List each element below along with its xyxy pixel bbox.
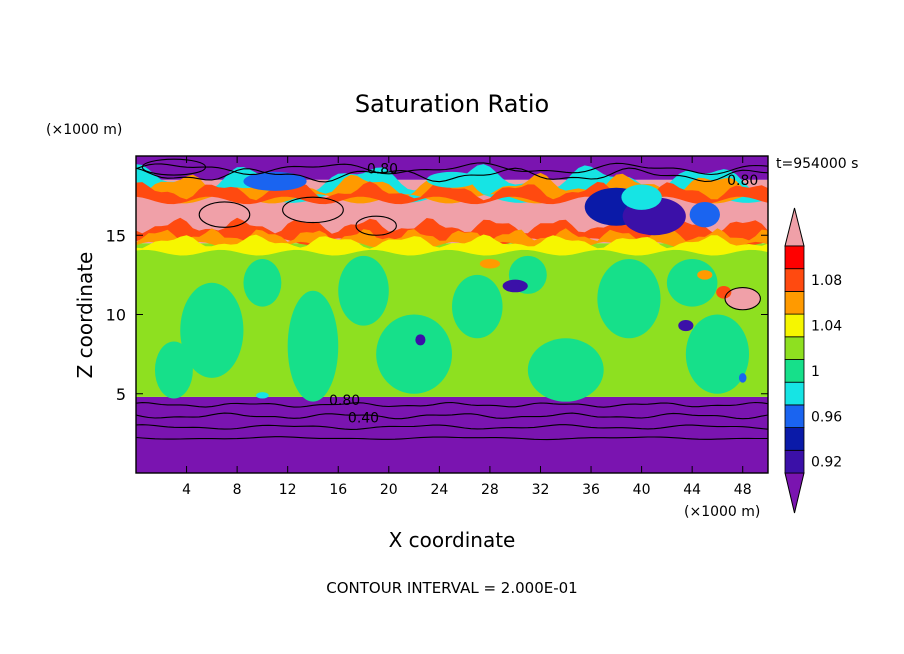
x-tick-label: 32 [532, 482, 550, 498]
contour-loop [355, 215, 397, 236]
colorbar-extend-max [784, 207, 805, 247]
contour-loop [198, 201, 251, 228]
field-patch [597, 259, 661, 339]
colorbar: 0.92 0.96 1 1.04 1.08 [784, 207, 842, 514]
y-tick-label: 15 [106, 226, 126, 245]
field-patch [479, 259, 501, 269]
field-patch [685, 314, 750, 394]
field-patch [376, 314, 452, 394]
colorbar-swatch [784, 359, 805, 383]
field-patch [452, 274, 503, 339]
field-patch [180, 282, 244, 378]
field-patch [716, 285, 732, 299]
field-patch [678, 320, 694, 332]
colorbar-label: 1.08 [811, 273, 842, 289]
x-tick-label: 28 [481, 482, 499, 498]
field-patch [287, 290, 339, 402]
contour-line [136, 162, 768, 176]
field-patch [243, 171, 307, 191]
contour-line [136, 412, 768, 420]
colorbar-swatch [784, 313, 805, 338]
contour-label: 0.40 [348, 411, 379, 427]
green-layer-bottom [136, 234, 768, 256]
x-tick-label: 4 [182, 482, 191, 498]
contour-loop [724, 287, 761, 311]
time-label: t=954000 s [776, 156, 858, 172]
colorbar-swatch [784, 336, 805, 360]
x-unit-label: (×1000 m) [684, 504, 760, 520]
contour-line [136, 436, 768, 441]
field-patch [426, 171, 478, 188]
colorbar-swatch [784, 290, 805, 315]
contour-label: 0.80 [727, 173, 758, 189]
x-tick-label: 20 [380, 482, 398, 498]
colorbar-label: 0.96 [811, 409, 842, 425]
field-patch [154, 341, 193, 399]
field-patch [621, 184, 662, 210]
x-tick-label: 24 [430, 482, 448, 498]
colorbar-swatch [784, 427, 805, 451]
colorbar-swatch [784, 245, 805, 270]
field-patch [689, 201, 720, 228]
field-patch [666, 259, 718, 307]
colorbar-swatch [784, 268, 805, 292]
x-tick-label: 36 [582, 482, 600, 498]
y-tick-label: 5 [116, 385, 126, 404]
chart-title: Saturation Ratio [355, 90, 549, 118]
contour-loop [141, 158, 207, 176]
x-tick-label: 16 [329, 482, 347, 498]
x-tick-label: 8 [233, 482, 242, 498]
field-patch [415, 334, 426, 346]
colorbar-swatch [784, 449, 805, 474]
field-patch [738, 373, 747, 383]
colorbar-extend-min [784, 472, 805, 514]
x-tick-label: 48 [734, 482, 752, 498]
field-patch [338, 255, 389, 326]
y-tick-label: 10 [106, 306, 126, 325]
x-tick-label: 12 [279, 482, 297, 498]
colorbar-label: 0.92 [811, 455, 842, 471]
x-axis-label: X coordinate [389, 528, 516, 552]
contour-line [136, 167, 768, 183]
colorbar-label: 1 [811, 364, 820, 380]
plot-field: 0.80 0.80 0.80 0.40 [136, 156, 768, 473]
contour-loop [282, 196, 344, 224]
yellow-layer-bottom [136, 228, 768, 248]
y-axis: 5 10 15 [106, 226, 768, 404]
field-patch [256, 392, 269, 399]
field-patch [243, 259, 282, 307]
colorbar-swatch [784, 404, 805, 428]
field-patch [527, 338, 604, 402]
contour-label: 0.80 [367, 162, 398, 178]
colorbar-label: 1.04 [811, 318, 842, 334]
field-patch [697, 270, 713, 280]
contour-line [136, 424, 768, 430]
contour-interval-label: CONTOUR INTERVAL = 2.000E-01 [326, 579, 577, 597]
contour-line [136, 401, 768, 408]
x-axis: 4 8 12 16 20 24 28 32 36 40 44 48 [182, 156, 752, 498]
colorbar-swatch [784, 381, 805, 406]
y-unit-label: (×1000 m) [46, 122, 122, 138]
y-axis-label: Z coordinate [73, 252, 97, 379]
field-patch [725, 287, 761, 310]
x-tick-label: 40 [633, 482, 651, 498]
band-lower-dry-layer [136, 396, 768, 473]
x-tick-label: 44 [683, 482, 701, 498]
contour-label: 0.80 [329, 393, 360, 409]
field-patch [502, 279, 528, 293]
